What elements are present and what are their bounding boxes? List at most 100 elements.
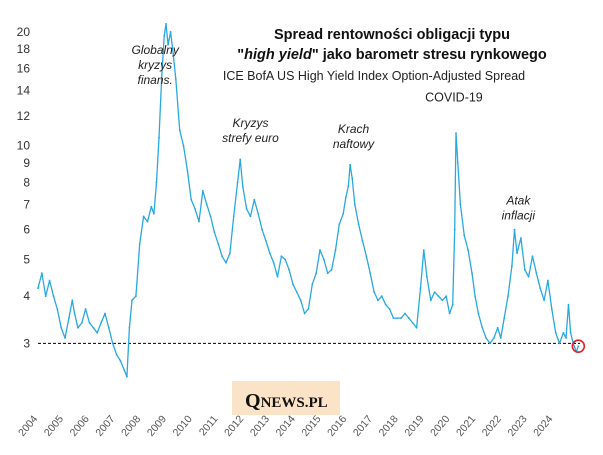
data-point: [232, 215, 235, 218]
data-point: [459, 203, 462, 206]
chart-title-rest: " jako barometr stresu rynkowego: [312, 47, 547, 63]
data-point: [547, 279, 549, 282]
data-point: [554, 331, 557, 334]
data-point: [338, 223, 341, 226]
data-point: [562, 331, 565, 334]
data-point: [441, 299, 444, 302]
data-point: [80, 322, 83, 324]
data-point: [201, 189, 204, 192]
y-tick-label: 18: [17, 42, 31, 56]
data-point: [527, 275, 530, 278]
data-point: [330, 268, 333, 271]
data-point: [451, 303, 454, 306]
annotation-label: strefy euro: [222, 131, 279, 145]
x-tick-label: 2021: [454, 413, 478, 439]
data-point: [52, 295, 55, 298]
data-point: [357, 223, 360, 226]
data-point: [351, 177, 354, 180]
data-point: [299, 299, 302, 302]
data-point: [158, 136, 160, 139]
data-point: [485, 337, 487, 339]
data-point: [68, 317, 70, 319]
data-point: [400, 317, 402, 319]
data-point: [100, 322, 102, 324]
data-point: [174, 78, 177, 80]
x-tick-label: 2012: [222, 413, 246, 439]
data-point: [135, 295, 137, 298]
data-point: [288, 268, 290, 271]
data-point: [307, 308, 310, 310]
data-point: [388, 308, 391, 310]
data-point: [489, 342, 491, 345]
data-point: [186, 169, 189, 172]
data-point: [257, 213, 260, 215]
data-point: [408, 317, 410, 319]
data-point: [493, 337, 495, 339]
data-point: [138, 243, 141, 245]
data-point: [126, 375, 128, 378]
data-point: [303, 312, 306, 315]
data-point: [392, 317, 395, 319]
annotation-label: inflacji: [502, 208, 536, 222]
y-tick-label: 3: [23, 336, 30, 350]
data-point: [365, 255, 368, 258]
data-point: [569, 331, 572, 334]
data-point: [194, 208, 197, 210]
data-point: [481, 326, 484, 329]
x-tick-label: 2011: [197, 413, 221, 438]
chart-title-quote-open: ": [237, 47, 244, 63]
data-point: [565, 337, 567, 339]
y-tick-label: 14: [17, 83, 31, 97]
data-point: [37, 287, 39, 290]
x-tick-label: 2005: [42, 413, 66, 439]
data-point: [92, 326, 95, 329]
data-point: [531, 255, 534, 258]
x-tick-label: 2008: [119, 413, 143, 439]
y-tick-label: 5: [23, 253, 30, 267]
logo-background: [232, 381, 340, 415]
data-point: [123, 369, 126, 371]
data-point: [71, 299, 74, 302]
y-tick-label: 4: [23, 289, 30, 303]
x-tick-label: 2013: [248, 413, 272, 439]
data-point: [276, 275, 279, 278]
data-point: [190, 198, 193, 201]
data-point: [272, 261, 275, 264]
data-point: [119, 359, 122, 362]
data-point: [520, 237, 522, 239]
data-point: [225, 261, 227, 264]
y-tick-label: 10: [17, 139, 31, 153]
data-point: [311, 283, 314, 286]
data-point: [474, 295, 476, 298]
x-tick-label: 2009: [145, 413, 169, 439]
data-point: [295, 291, 298, 293]
data-point: [323, 258, 325, 261]
data-point: [445, 295, 448, 298]
data-point: [142, 215, 145, 218]
data-point: [268, 252, 271, 255]
y-tick-label: 20: [17, 25, 31, 39]
data-point: [84, 308, 87, 310]
data-point: [369, 272, 372, 275]
y-tick-label: 6: [23, 223, 30, 237]
data-point: [155, 181, 158, 184]
data-point: [377, 299, 379, 302]
data-point: [344, 196, 347, 199]
data-point: [245, 208, 248, 210]
annotation-label: naftowy: [333, 137, 375, 151]
x-tick-label: 2004: [16, 413, 40, 439]
data-point: [334, 249, 337, 251]
data-point: [44, 295, 47, 298]
data-point: [253, 198, 256, 201]
data-point: [516, 252, 518, 255]
logo: QNEWS.PL: [232, 381, 340, 415]
data-point: [453, 228, 456, 231]
data-point: [419, 287, 422, 290]
data-point: [284, 258, 287, 261]
data-point: [456, 162, 459, 164]
data-point: [77, 326, 79, 329]
data-point: [437, 295, 440, 298]
x-tick-label: 2015: [299, 413, 323, 439]
data-point: [73, 312, 76, 315]
data-point: [496, 326, 499, 329]
